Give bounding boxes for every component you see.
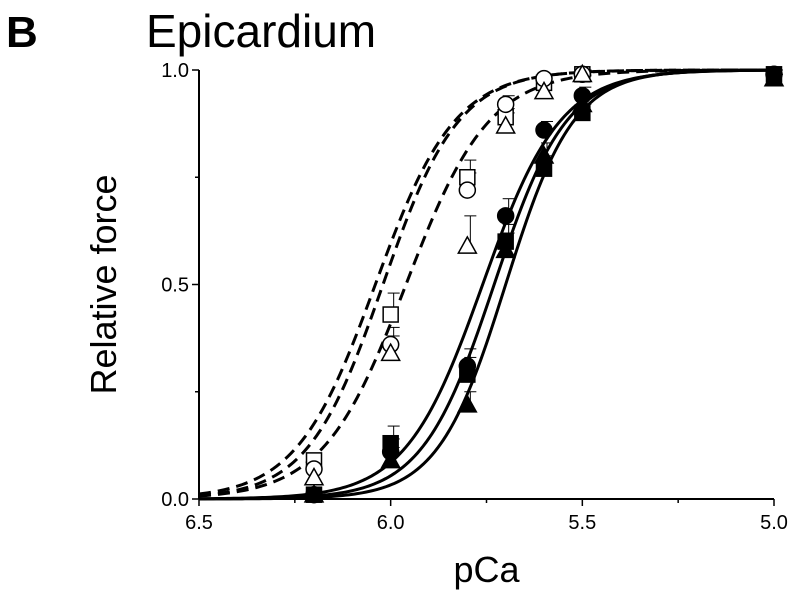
y-tick-label: 0.5 [161,275,189,297]
filled-square-marker [382,434,399,452]
ticks-layer: 6.5 6.0 5.5 5.0 0.0 0.5 1.0 [161,60,788,534]
open-triangle-marker [495,115,516,134]
solid-fit-curve [198,68,775,501]
open-triangle-marker [572,63,593,83]
y-tick-label: 0.0 [161,489,189,511]
solid-fit-curve [198,68,775,501]
dashed-fit-curve [198,68,775,498]
chart-title: Epicardium [146,5,377,57]
x-tick-label: 5.0 [760,512,788,534]
filled-triangle-marker [457,394,478,413]
filled-triangle-marker [303,484,325,503]
y-axis-title: Relative force [83,174,124,394]
y-tick-label: 1.0 [161,60,189,82]
filled-triangle-marker [495,239,516,259]
open-triangle-marker [457,235,478,254]
open-triangle-marker [533,80,555,100]
solid-fit-curve [198,68,775,501]
x-axis-title: pCa [453,549,520,590]
axes-layer [198,70,774,500]
x-tick-label: 6.0 [377,512,405,534]
filled-triangle-marker [763,68,785,87]
filled-triangle-marker [380,449,401,469]
open-circle-marker [496,95,515,114]
filled-triangle-marker [533,145,555,164]
filled-square-marker [459,366,476,383]
open-circle-marker [458,181,477,199]
x-tick-label: 5.5 [568,512,596,534]
x-tick-label: 6.5 [185,512,213,534]
filled-triangle-marker [572,93,593,113]
curves-layer [198,68,775,501]
open-square-marker [382,306,399,323]
dashed-fit-curve [198,68,774,496]
panel-letter: B [6,8,38,57]
filled-circle-marker [535,121,553,139]
open-triangle-marker [380,342,401,362]
dashed-fit-curve [198,68,775,498]
filled-circle-marker [496,207,515,225]
